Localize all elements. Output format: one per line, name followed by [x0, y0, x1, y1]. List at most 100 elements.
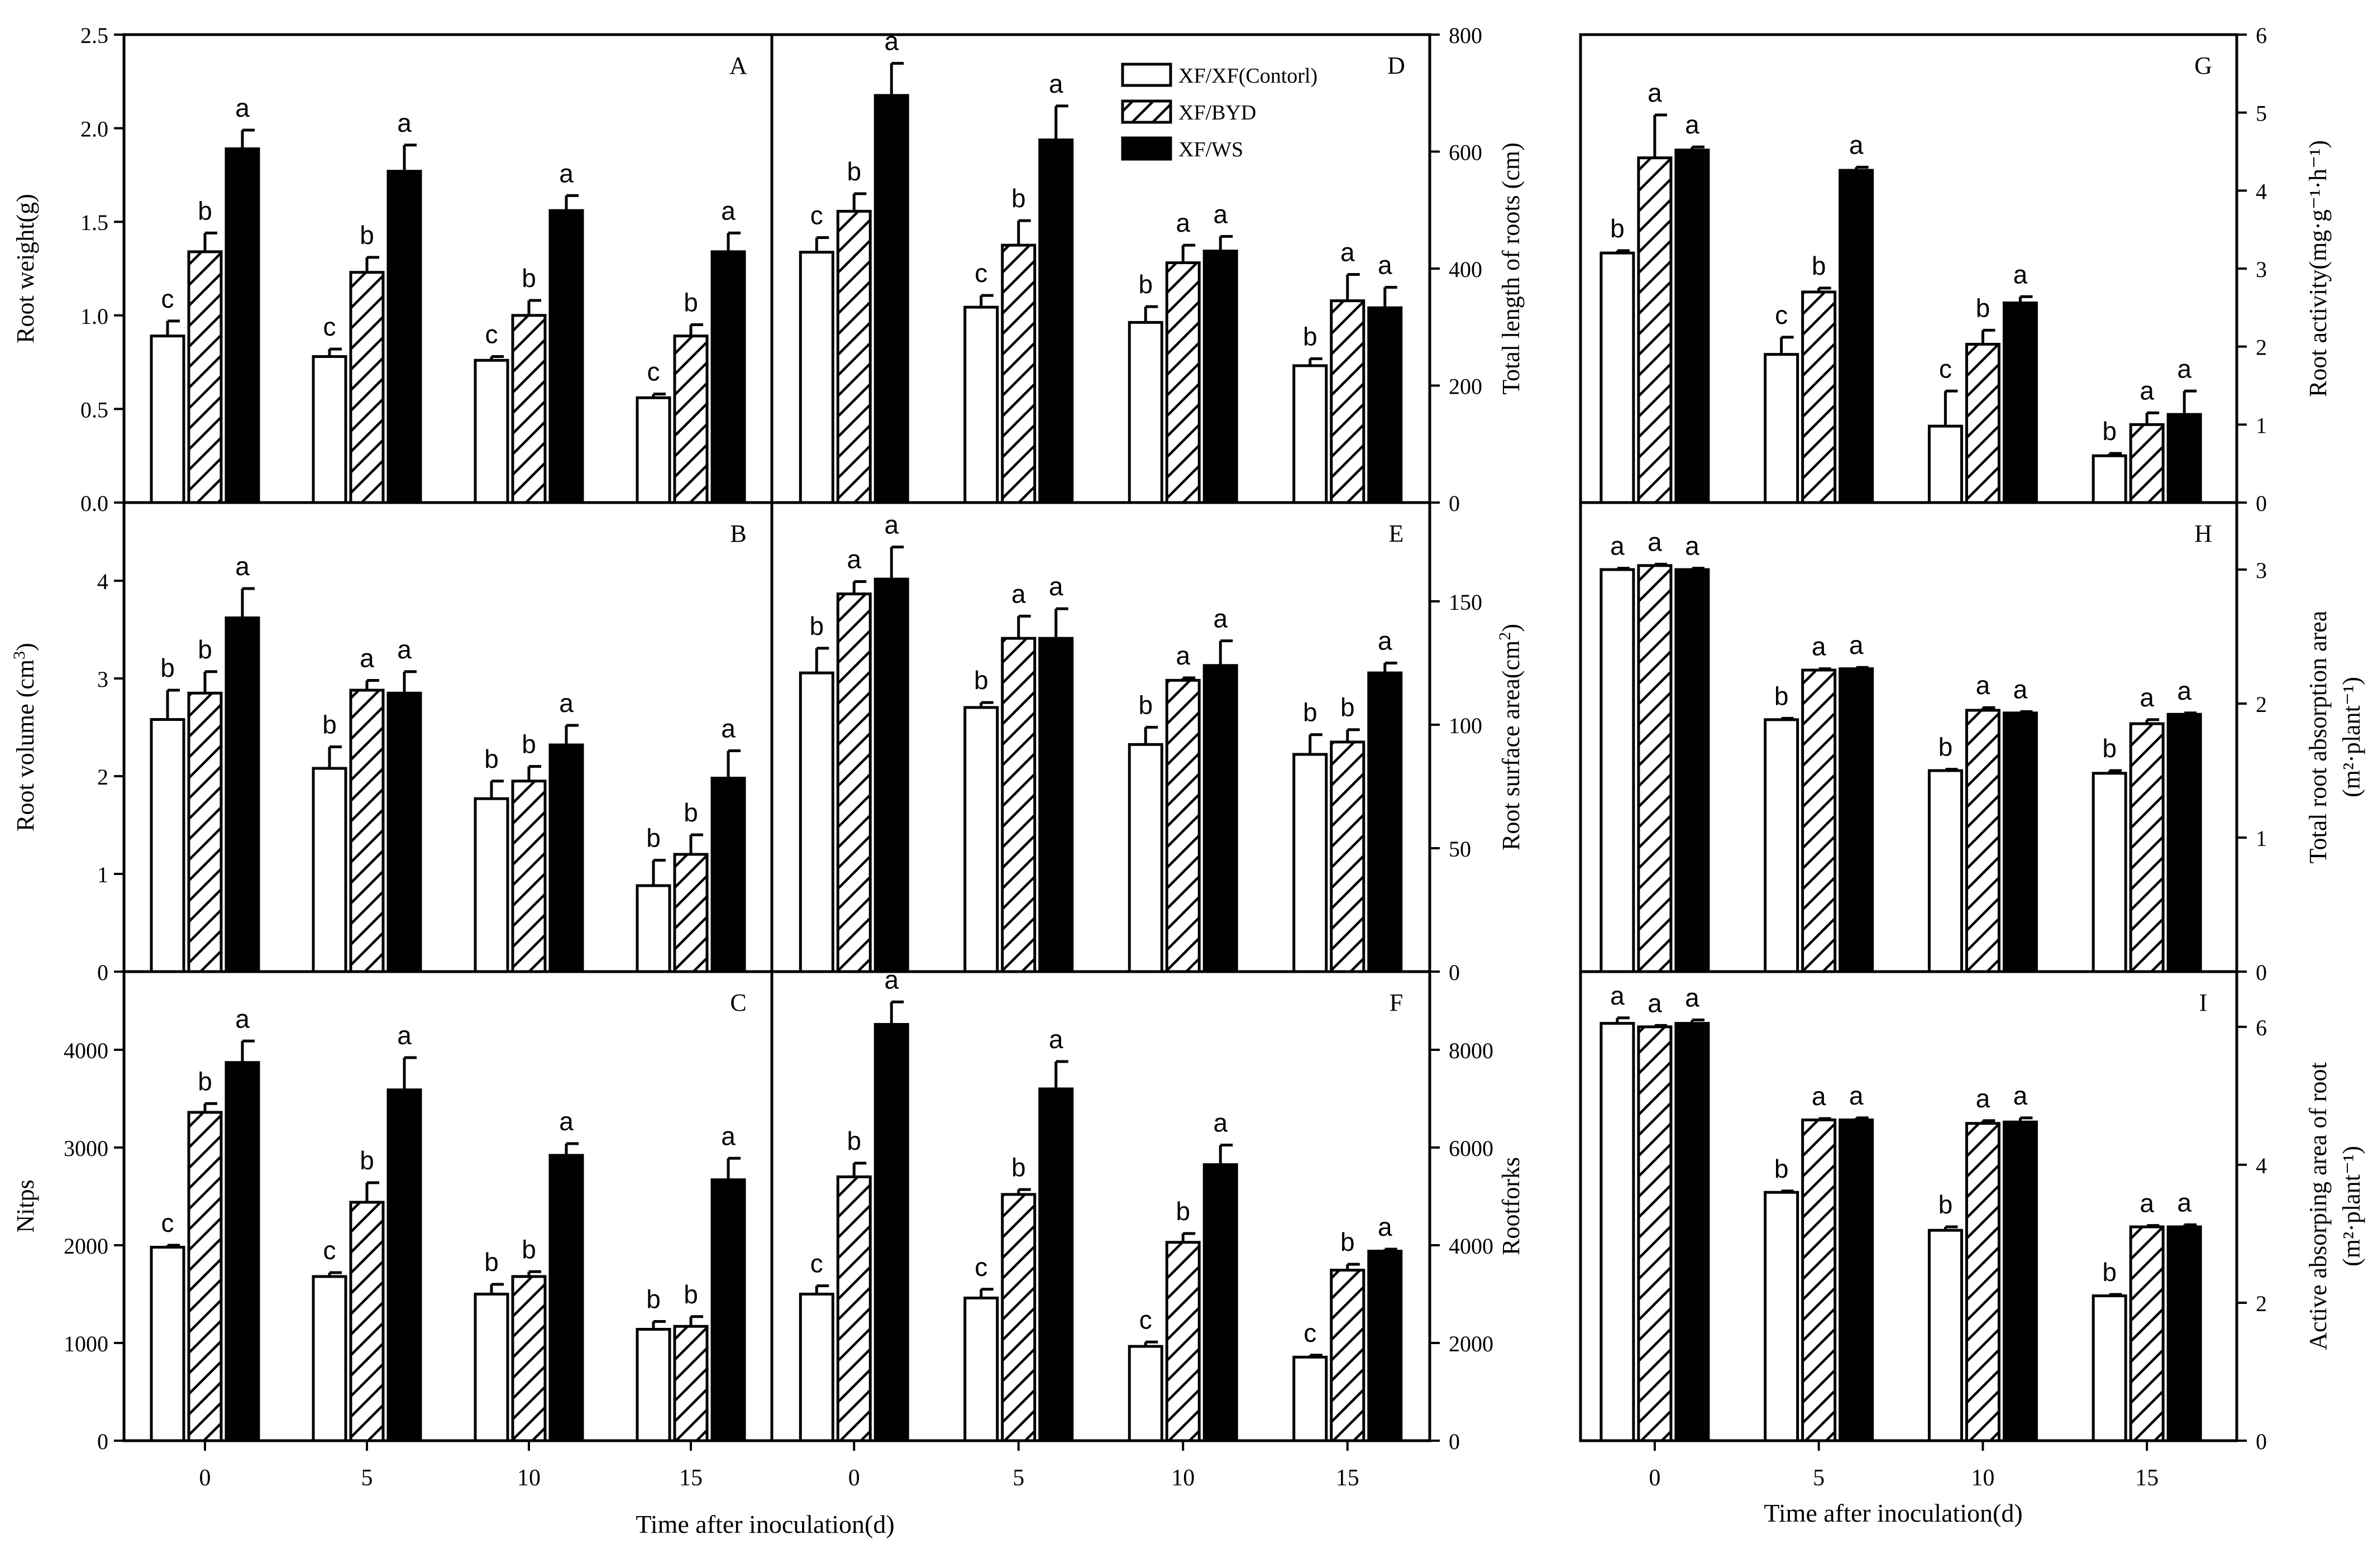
bar: [511, 780, 547, 973]
significance-letter: b: [1303, 322, 1317, 351]
x-tick-label: 15: [679, 1465, 703, 1491]
y-axis-title: Root surface area(cm2): [1496, 624, 1525, 850]
significance-letter: c: [161, 1208, 174, 1237]
significance-letter: a: [721, 1121, 736, 1150]
y-axis-title: Nitps: [12, 1179, 39, 1232]
x-tick-label: 0: [199, 1465, 211, 1491]
x-tick-label: 15: [2135, 1465, 2159, 1491]
legend-swatch: [1121, 136, 1172, 161]
significance-letter: a: [1378, 626, 1392, 655]
panel-label: B: [730, 520, 746, 547]
bar: [1965, 1122, 2001, 1442]
bar: [673, 853, 709, 973]
bar: [1001, 637, 1037, 973]
significance-letter: a: [1049, 1025, 1063, 1054]
bar: [349, 1201, 385, 1442]
bar: [873, 577, 909, 973]
y-tick-label: 1: [97, 862, 108, 887]
panel-F: 02000400060008000RootforksFcba0cba5cba10…: [770, 965, 1525, 1491]
bar: [710, 777, 746, 973]
y-axis-title: Root activity(mg·g⁻¹·h⁻¹): [2304, 140, 2332, 397]
significance-letter: a: [1648, 78, 1662, 107]
bar: [1674, 1022, 1710, 1442]
significance-letter: a: [1378, 251, 1392, 280]
significance-letter: b: [684, 1280, 698, 1309]
panel-H: 0 1 2 3 Total root absorption area (m²·plant⁻…: [1579, 501, 2365, 985]
significance-letter: a: [397, 1021, 412, 1050]
y-tick-label: 0: [97, 1429, 108, 1454]
x-tick-label: 10: [1971, 1465, 1994, 1491]
significance-letter: a: [1849, 630, 1864, 659]
bar: [1292, 364, 1328, 504]
legend-swatch: [1121, 63, 1172, 87]
significance-letter: a: [2140, 683, 2154, 712]
bar: [1839, 1118, 1874, 1442]
y-tick-label: 0: [1449, 1429, 1460, 1454]
significance-letter: b: [1340, 693, 1355, 722]
significance-letter: b: [646, 824, 661, 853]
significance-letter: b: [1774, 1154, 1789, 1183]
significance-letter: b: [847, 1126, 861, 1155]
bar: [1839, 169, 1874, 504]
bar: [2166, 1225, 2202, 1442]
significance-letter: a: [884, 965, 899, 994]
panel-label: G: [2194, 52, 2212, 79]
significance-letter: a: [1648, 988, 1662, 1017]
y-axis-title-line2: (m²·plant⁻¹): [2338, 677, 2365, 797]
y-tick-label: 2.0: [80, 117, 108, 142]
significance-letter: a: [884, 26, 899, 55]
y-tick-label: 4: [97, 569, 108, 594]
x-tick-label: 5: [1013, 1465, 1024, 1491]
significance-letter: a: [1849, 130, 1864, 159]
bar: [386, 691, 422, 973]
bar: [836, 592, 872, 973]
bar: [1965, 709, 2001, 973]
y-tick-label: 8000: [1449, 1038, 1493, 1063]
significance-letter: b: [1774, 681, 1789, 710]
significance-letter: a: [1176, 208, 1190, 237]
legend-swatch: [1121, 99, 1172, 124]
y-axis-title: Root volume (cm3): [10, 643, 40, 831]
panel-frame: [1579, 970, 2238, 1442]
bar: [799, 1293, 834, 1442]
bar: [636, 1328, 671, 1442]
significance-letter: b: [1812, 251, 1826, 280]
y-tick-label: 0.0: [80, 491, 108, 516]
y-tick-label: 50: [1449, 836, 1471, 862]
bar: [225, 1061, 260, 1442]
significance-letter: c: [810, 1249, 823, 1278]
bar: [2129, 1225, 2165, 1442]
bar: [1801, 668, 1837, 973]
bar: [799, 251, 834, 504]
bar: [1674, 568, 1710, 973]
bar: [1128, 1345, 1163, 1442]
legend: XF/XF(Contorl) XF/BYD XF/WS: [1121, 63, 1317, 161]
y-tick-label: 4: [2256, 179, 2267, 204]
bar: [2002, 1120, 2038, 1442]
bar: [386, 170, 422, 504]
significance-letter: a: [1213, 1108, 1228, 1137]
significance-letter: b: [1610, 214, 1625, 243]
significance-letter: b: [484, 744, 499, 773]
y-tick-label: 800: [1449, 23, 1482, 48]
significance-letter: a: [1976, 1084, 1990, 1113]
legend-label: XF/BYD: [1178, 101, 1256, 125]
significance-letter: b: [1138, 270, 1153, 299]
significance-letter: a: [1685, 532, 1699, 561]
bar: [710, 250, 746, 504]
y-tick-label: 1: [2256, 413, 2267, 438]
significance-letter: a: [1685, 110, 1699, 139]
bar: [187, 691, 223, 973]
panel-label: H: [2194, 520, 2212, 547]
bar: [511, 314, 547, 504]
bar: [1764, 1191, 1799, 1442]
x-tick-label: 15: [1336, 1465, 1359, 1491]
bar: [1801, 290, 1837, 504]
bar: [873, 1023, 909, 1442]
y-axis-title: Active absorping area of root: [2304, 1062, 2332, 1350]
y-tick-label: 1.0: [80, 304, 108, 329]
bar: [548, 1154, 584, 1442]
bar: [1330, 740, 1366, 973]
